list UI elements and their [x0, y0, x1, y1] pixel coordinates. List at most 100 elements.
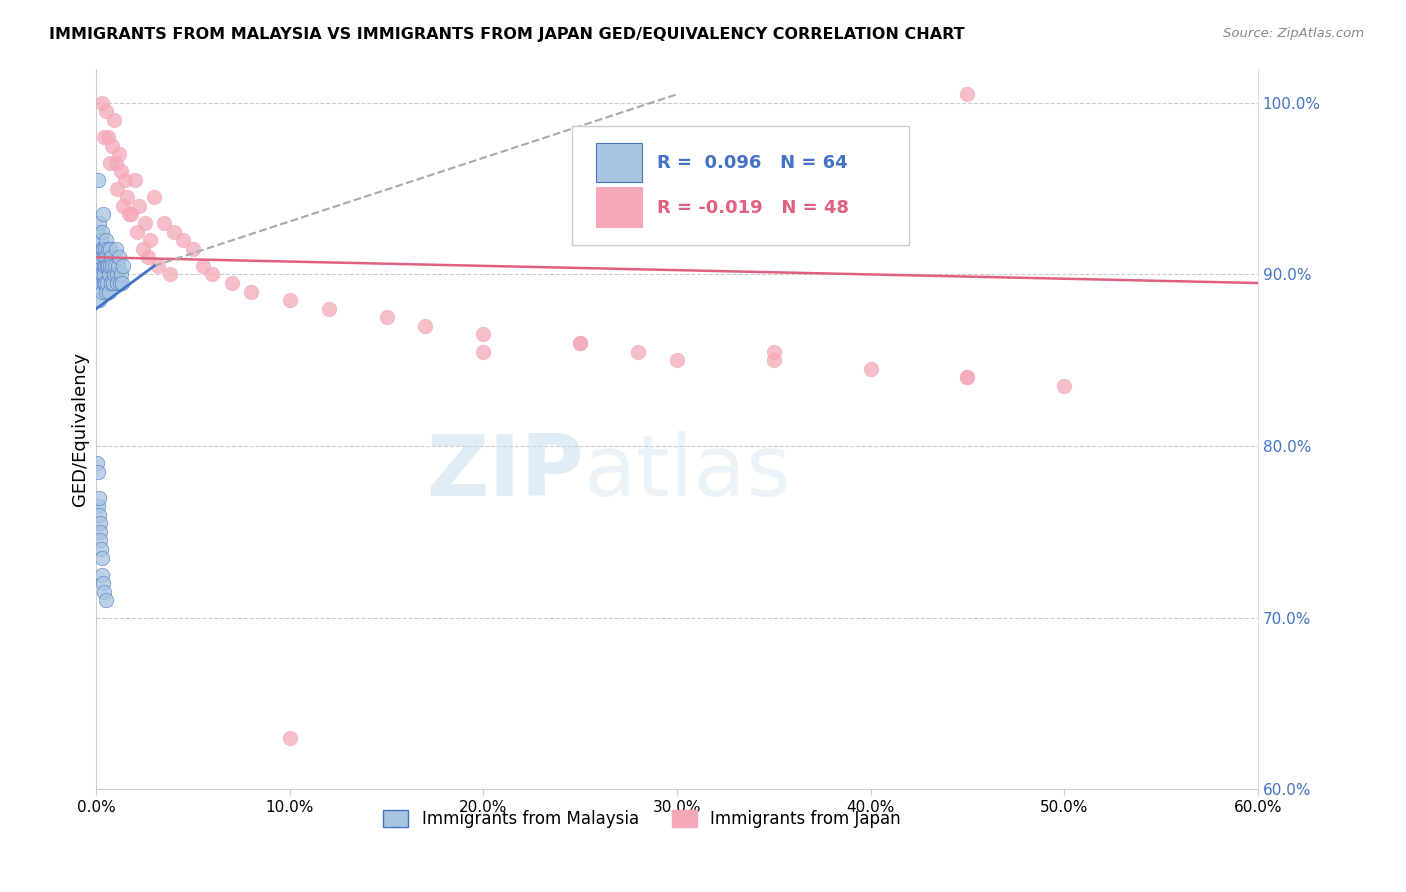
- Point: [86, 456, 108, 470]
- Point: [91, 576, 114, 591]
- Point: [108, 250, 131, 264]
- Point: [87, 465, 110, 479]
- Point: [97, 285, 120, 299]
- Point: [124, 173, 146, 187]
- Point: [278, 731, 301, 745]
- Point: [143, 190, 166, 204]
- Point: [118, 207, 141, 221]
- Point: [91, 268, 114, 282]
- Point: [90, 541, 112, 556]
- Point: [89, 533, 111, 548]
- Point: [94, 285, 117, 299]
- Point: [1053, 379, 1076, 393]
- Point: [134, 216, 156, 230]
- Point: [91, 225, 114, 239]
- Point: [120, 207, 142, 221]
- Point: [107, 259, 129, 273]
- Point: [762, 344, 785, 359]
- Point: [86, 225, 108, 239]
- Point: [87, 499, 110, 513]
- Point: [91, 285, 114, 299]
- Point: [762, 353, 785, 368]
- Point: [138, 250, 160, 264]
- Point: [97, 242, 120, 256]
- Point: [859, 361, 882, 376]
- Point: [112, 259, 135, 273]
- Point: [569, 336, 592, 351]
- Point: [87, 173, 110, 187]
- Point: [93, 259, 115, 273]
- Point: [105, 268, 128, 282]
- Point: [104, 242, 127, 256]
- Point: [93, 585, 115, 599]
- Point: [956, 370, 979, 384]
- Point: [278, 293, 301, 308]
- Point: [89, 250, 111, 264]
- Point: [94, 593, 117, 607]
- Point: [627, 344, 650, 359]
- Point: [86, 242, 108, 256]
- Point: [108, 147, 131, 161]
- Point: [89, 259, 111, 273]
- Point: [89, 250, 111, 264]
- Point: [89, 516, 111, 531]
- Text: Source: ZipAtlas.com: Source: ZipAtlas.com: [1223, 27, 1364, 40]
- Point: [240, 285, 263, 299]
- Point: [114, 173, 136, 187]
- Point: [111, 276, 134, 290]
- Point: [181, 242, 204, 256]
- Point: [162, 225, 184, 239]
- Point: [90, 242, 112, 256]
- Point: [91, 242, 114, 256]
- Y-axis label: GED/Equivalency: GED/Equivalency: [72, 351, 89, 506]
- Point: [221, 276, 243, 290]
- Point: [131, 242, 153, 256]
- Point: [93, 268, 115, 282]
- Point: [100, 250, 122, 264]
- Point: [94, 259, 117, 273]
- Text: ZIP: ZIP: [426, 431, 583, 514]
- Point: [87, 216, 110, 230]
- Point: [94, 276, 117, 290]
- Point: [128, 199, 150, 213]
- Point: [98, 268, 121, 282]
- Point: [91, 567, 114, 582]
- Point: [472, 344, 495, 359]
- Point: [375, 310, 398, 325]
- Point: [569, 336, 592, 351]
- Point: [318, 301, 340, 316]
- Point: [103, 268, 125, 282]
- Point: [100, 138, 122, 153]
- Point: [98, 156, 121, 170]
- Point: [201, 268, 224, 282]
- Point: [107, 181, 129, 195]
- Point: [87, 491, 110, 505]
- Point: [104, 156, 127, 170]
- Point: [90, 233, 112, 247]
- Point: [93, 276, 115, 290]
- Point: [125, 225, 148, 239]
- Point: [96, 259, 118, 273]
- Point: [110, 276, 132, 290]
- Point: [103, 113, 125, 128]
- Point: [93, 130, 115, 145]
- Point: [956, 87, 979, 102]
- Point: [146, 259, 169, 273]
- Point: [96, 276, 118, 290]
- Point: [666, 353, 689, 368]
- Point: [115, 190, 138, 204]
- Point: [98, 259, 121, 273]
- Point: [415, 318, 437, 333]
- Point: [139, 233, 162, 247]
- Point: [90, 276, 112, 290]
- Point: [153, 216, 176, 230]
- Point: [159, 268, 181, 282]
- Point: [93, 250, 115, 264]
- Point: [94, 242, 117, 256]
- Point: [103, 259, 125, 273]
- Point: [110, 164, 132, 178]
- FancyBboxPatch shape: [572, 126, 910, 245]
- Point: [91, 95, 114, 110]
- Point: [172, 233, 194, 247]
- Point: [89, 524, 111, 539]
